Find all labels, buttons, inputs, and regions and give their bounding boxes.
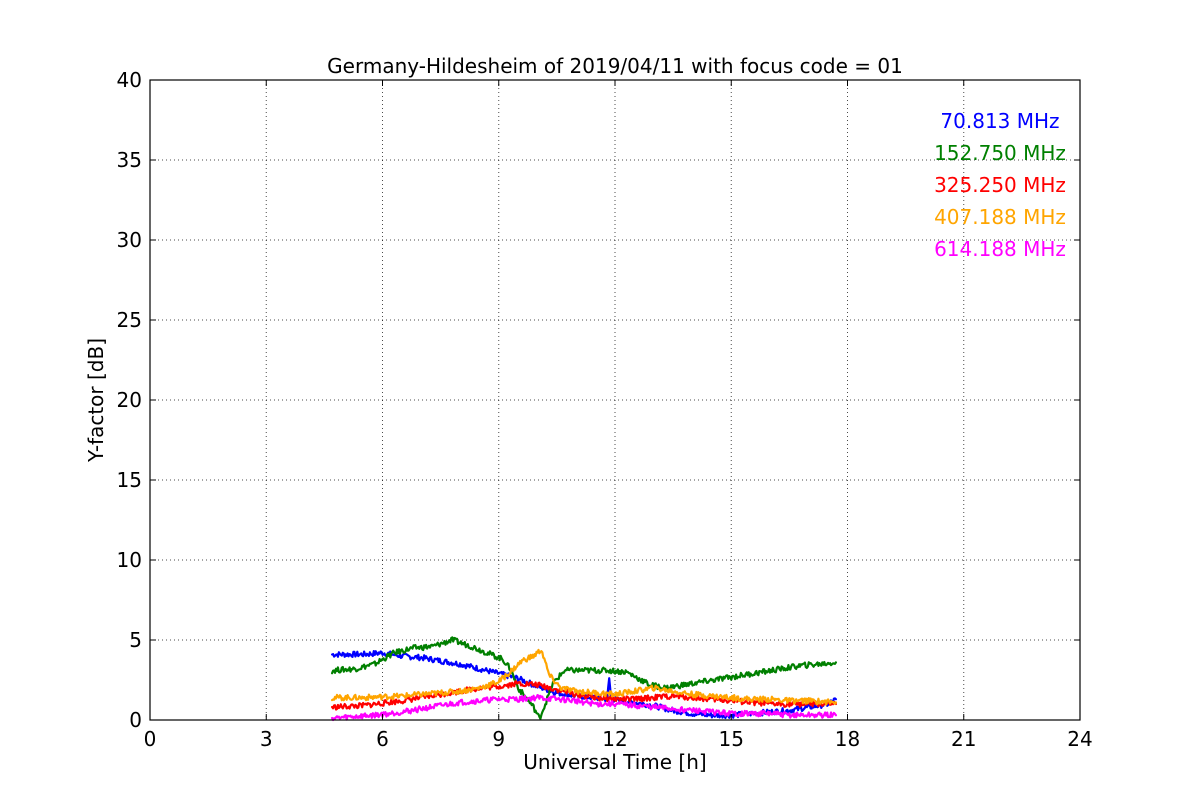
x-tick-label: 15 bbox=[719, 727, 744, 751]
y-tick-label: 30 bbox=[117, 228, 142, 252]
y-tick-label: 5 bbox=[129, 628, 142, 652]
y-tick-label: 40 bbox=[117, 68, 142, 92]
series-line bbox=[331, 636, 838, 720]
legend-entry: 407.188 MHz bbox=[934, 205, 1066, 229]
legend-entry: 325.250 MHz bbox=[934, 173, 1066, 197]
x-tick-label: 9 bbox=[492, 727, 505, 751]
y-tick-label: 25 bbox=[117, 308, 142, 332]
x-tick-label: 3 bbox=[260, 727, 273, 751]
series-group bbox=[331, 636, 838, 722]
x-tick-label: 0 bbox=[144, 727, 157, 751]
x-tick-label: 24 bbox=[1067, 727, 1092, 751]
y-axis-label: Y-factor [dB] bbox=[84, 338, 108, 463]
y-tick-label: 20 bbox=[117, 388, 142, 412]
chart-title: Germany-Hildesheim of 2019/04/11 with fo… bbox=[327, 54, 903, 78]
x-tick-label: 12 bbox=[602, 727, 627, 751]
legend-entry: 152.750 MHz bbox=[934, 141, 1066, 165]
x-tick-label: 6 bbox=[376, 727, 389, 751]
grid bbox=[150, 80, 1080, 720]
legend: 70.813 MHz 152.750 MHz 325.250 MHz 407.188 … bbox=[934, 109, 1066, 261]
y-tick-label: 15 bbox=[117, 468, 142, 492]
x-tick-label: 18 bbox=[835, 727, 860, 751]
x-axis-label: Universal Time [h] bbox=[523, 750, 706, 774]
legend-entry: 614.188 MHz bbox=[934, 237, 1066, 261]
y-tick-label: 35 bbox=[117, 148, 142, 172]
y-tick-label: 0 bbox=[129, 708, 142, 732]
legend-entry: 70.813 MHz bbox=[940, 109, 1059, 133]
x-tick-label: 21 bbox=[951, 727, 976, 751]
y-tick-label: 10 bbox=[117, 548, 142, 572]
axis-ticks: 0 3 6 9 12 15 18 21 24 0 5 10 15 20 25 30 35 40 bbox=[117, 68, 1093, 751]
series-line bbox=[331, 693, 838, 722]
series-line bbox=[331, 648, 838, 706]
